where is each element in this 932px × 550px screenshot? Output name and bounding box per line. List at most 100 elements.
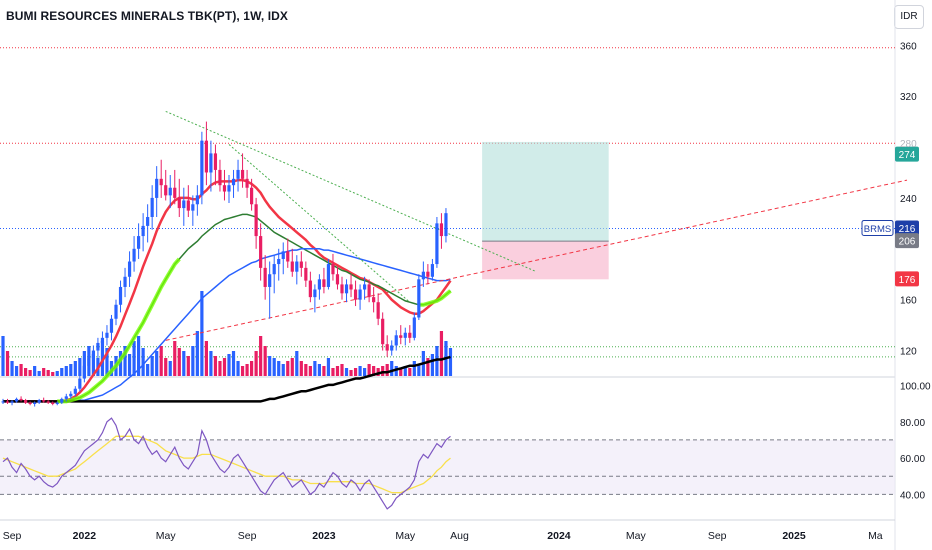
- candle-body: [150, 197, 154, 217]
- candle-body: [254, 204, 258, 237]
- candle-body: [209, 153, 213, 173]
- candle-body: [204, 140, 208, 173]
- volume-bar: [42, 368, 46, 376]
- price-axis: 360 320 240 160 120 274 BRMS 216 206 176 280: [861, 41, 919, 358]
- candle-body: [281, 251, 285, 259]
- volume-bar: [73, 361, 77, 376]
- volume-bar: [394, 366, 398, 376]
- price-tick-label-faded: 280: [900, 139, 917, 150]
- candle-body: [308, 280, 312, 298]
- candle-body: [123, 276, 127, 287]
- volume-bar: [240, 366, 245, 376]
- volume-bar: [268, 356, 272, 376]
- time-axis: Sep 2022 May Sep 2023 May Aug 2024 May Sep 2025 Ma: [3, 530, 883, 542]
- rsi-tick-label: 40.00: [900, 490, 925, 501]
- price-label-box: [895, 146, 919, 162]
- volume-bar: [259, 336, 263, 376]
- volume-bars: [1, 291, 453, 376]
- candle-body: [137, 236, 141, 249]
- volume-bar: [155, 351, 159, 376]
- candle-body: [421, 271, 425, 280]
- price-tick-label: 160: [900, 296, 917, 307]
- candle-body: [236, 169, 240, 179]
- volume-bar: [150, 356, 154, 376]
- price-label: 176: [899, 275, 916, 286]
- volume-bar: [19, 364, 23, 376]
- volume-bar: [399, 368, 403, 376]
- candle-body: [399, 335, 403, 338]
- volume-bar: [60, 368, 64, 376]
- volume-bar: [277, 361, 281, 376]
- symbol-tag-box: [861, 219, 894, 236]
- candle-body: [439, 223, 444, 237]
- candle-body: [250, 187, 254, 205]
- volume-bar: [295, 351, 299, 376]
- candle-body: [91, 350, 95, 359]
- volume-bar: [127, 354, 132, 376]
- rsi-panel: 100.00 80.00 60.00 40.00: [0, 381, 931, 510]
- time-tick-label: May: [156, 530, 177, 542]
- volume-bar: [358, 366, 362, 376]
- candle-body: [417, 279, 421, 318]
- volume-bar: [254, 351, 258, 376]
- price-label-box: [895, 233, 919, 249]
- candle-body: [268, 274, 272, 287]
- volume-bar: [177, 348, 181, 376]
- candle-body: [426, 271, 430, 277]
- volume-bar: [182, 351, 186, 376]
- candle-body: [1, 401, 5, 403]
- candle-body: [118, 286, 123, 305]
- volume-bar: [191, 346, 195, 376]
- volume-bar: [55, 371, 59, 376]
- candle-body: [376, 302, 380, 319]
- time-tick-label: Ma: [868, 530, 883, 542]
- candle-body: [82, 365, 86, 379]
- candle-body: [78, 378, 82, 389]
- time-tick-label: 2025: [782, 530, 806, 542]
- volume-bar: [64, 366, 68, 376]
- candle-body: [335, 274, 340, 285]
- candle-body: [182, 200, 186, 209]
- candle-body: [322, 279, 326, 287]
- candle-body: [186, 200, 190, 211]
- candle-body: [10, 401, 14, 403]
- volume-bar: [430, 354, 434, 376]
- candle-body: [141, 225, 145, 237]
- time-tick-label: Sep: [238, 530, 257, 542]
- volume-bar: [118, 351, 123, 376]
- candle-body: [313, 289, 317, 298]
- volume-bar: [335, 366, 340, 376]
- volume-bar: [10, 361, 14, 376]
- candle-body: [227, 185, 231, 192]
- volume-bar: [91, 354, 95, 376]
- candle-body: [240, 169, 245, 179]
- candle-body: [24, 400, 28, 403]
- candle-body: [28, 402, 32, 404]
- candle-body: [367, 284, 371, 298]
- candle-body: [358, 289, 362, 300]
- candle-body: [331, 264, 335, 275]
- candle-body: [430, 264, 434, 277]
- rsi-ma-line: [2, 435, 451, 494]
- volume-bar: [299, 361, 303, 376]
- volume-bar: [46, 370, 50, 376]
- volume-bar: [435, 346, 439, 376]
- rsi-band: [0, 439, 895, 495]
- candle-body: [69, 393, 73, 397]
- volume-bar: [186, 356, 190, 376]
- volume-bar: [448, 348, 453, 376]
- volume-bar: [304, 364, 308, 376]
- symbol-tag: BRMS: [864, 224, 891, 235]
- volume-bar: [313, 361, 317, 376]
- candle-body: [191, 204, 195, 211]
- candle-body: [259, 236, 263, 268]
- currency-button[interactable]: IDR: [894, 5, 924, 29]
- candle-body: [173, 187, 177, 198]
- candle-body: [46, 401, 50, 403]
- candle-body: [245, 178, 249, 188]
- volume-bar: [78, 358, 82, 376]
- volume-bar: [403, 366, 407, 376]
- volume-bar: [263, 346, 267, 376]
- volume-bar: [222, 358, 227, 376]
